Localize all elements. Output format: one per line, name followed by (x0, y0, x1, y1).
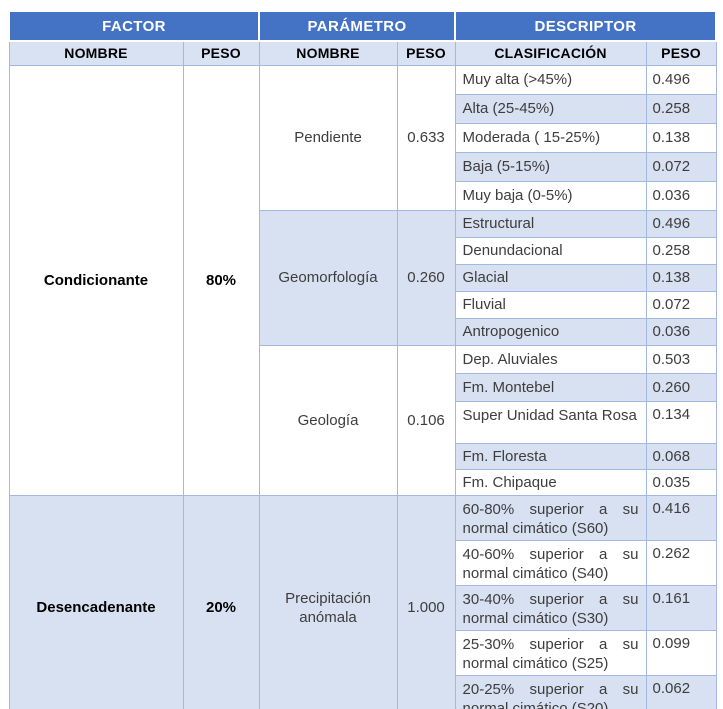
table-row: Condicionante 80% Pendiente 0.633 Muy al… (8, 64, 717, 496)
factor-parameter-descriptor-table: FACTOR PARÁMETRO DESCRIPTOR NOMBRE PESO … (7, 10, 718, 709)
classification-cell: Baja (5-15%) (454, 151, 647, 182)
classification-cell: Glacial (454, 263, 647, 292)
descriptor-peso-cell: 0.099 (645, 629, 717, 676)
classification-cell: Muy baja (0-5%) (454, 180, 647, 211)
descriptor-peso-cell: 0.496 (645, 209, 717, 238)
param-name-precipitacion: Precipitación anómala (258, 494, 398, 709)
classification-cell: Super Unidad Santa Rosa (454, 400, 647, 444)
classification-cell: 30-40% superior a su normal cimático (S3… (454, 584, 647, 631)
classification-cell: Fm. Montebel (454, 372, 647, 402)
descriptor-peso-cell: 0.072 (645, 151, 717, 182)
classification-cell: Dep. Aluviales (454, 344, 647, 374)
table-row: Super Unidad Santa Rosa 0.134 (9, 400, 717, 444)
col-factor-peso: PESO (182, 40, 260, 66)
classification-cell: Alta (25-45%) (454, 93, 647, 124)
header-descriptor: DESCRIPTOR (454, 10, 718, 42)
col-clasificacion: CLASIFICACIÓN (454, 40, 647, 66)
header-factor: FACTOR (7, 10, 261, 42)
col-factor-nombre: NOMBRE (8, 40, 184, 66)
classification-cell: Fluvial (454, 290, 647, 319)
param-name-geomorfologia: Geomorfología (258, 209, 398, 346)
descriptor-peso-cell: 0.062 (645, 674, 717, 709)
classification-cell: 40-60% superior a su normal cimático (S4… (454, 539, 647, 586)
table-row: Desencadenante 20% Precipitación anómala… (8, 494, 717, 709)
descriptor-peso-cell: 0.262 (645, 539, 717, 586)
classification-cell: 20-25% superior a su normal cimático (S2… (454, 674, 647, 709)
descriptor-peso-cell: 0.416 (645, 494, 717, 541)
classification-cell: Antropogenico (454, 317, 647, 346)
table-row: 40-60% superior a su normal cimático (S4… (9, 539, 717, 586)
factor-name-desencadenante: Desencadenante (8, 494, 184, 709)
descriptor-peso-cell: 0.138 (645, 263, 717, 292)
descriptor-peso-cell: 0.072 (645, 290, 717, 319)
descriptor-peso-cell: 0.161 (645, 584, 717, 631)
table-row: Muy baja (0-5%) 0.036 (9, 180, 717, 211)
col-descriptor-peso: PESO (645, 40, 717, 66)
table-row: Fm. Floresta 0.068 (9, 442, 717, 470)
classification-cell: Estructural (454, 209, 647, 238)
classification-cell: Fm. Chipaque (454, 468, 647, 496)
descriptor-peso-cell: 0.138 (645, 122, 717, 153)
param-peso-geomorfologia: 0.260 (396, 209, 456, 346)
factor-peso-condicionante: 80% (182, 64, 260, 496)
param-peso-pendiente: 0.633 (396, 64, 456, 211)
descriptor-peso-cell: 0.260 (645, 372, 717, 402)
table-row: Antropogenico 0.036 (9, 317, 717, 346)
descriptor-peso-cell: 0.036 (645, 180, 717, 211)
header-group-row: FACTOR PARÁMETRO DESCRIPTOR (7, 10, 718, 42)
param-name-geologia: Geología (258, 344, 398, 496)
descriptor-peso-cell: 0.496 (645, 64, 717, 95)
col-param-peso: PESO (396, 40, 456, 66)
factor-peso-desencadenante: 20% (182, 494, 260, 709)
descriptor-peso-cell: 0.036 (645, 317, 717, 346)
header-parametro: PARÁMETRO (258, 10, 457, 42)
table-row: Denundacional 0.258 (9, 236, 717, 265)
classification-cell: Fm. Floresta (454, 442, 647, 470)
table-row: 20-25% superior a su normal cimático (S2… (9, 674, 717, 709)
classification-cell: 60-80% superior a su normal cimático (S6… (454, 494, 647, 541)
table-row: Geología 0.106 Dep. Aluviales 0.503 (9, 344, 717, 496)
descriptor-peso-cell: 0.134 (645, 400, 717, 444)
col-param-nombre: NOMBRE (258, 40, 398, 66)
table-row: Fm. Montebel 0.260 (9, 372, 717, 402)
table-row: Fm. Chipaque 0.035 (9, 468, 717, 496)
param-peso-geologia: 0.106 (396, 344, 456, 496)
table-row: Glacial 0.138 (9, 263, 717, 292)
param-name-pendiente: Pendiente (258, 64, 398, 211)
classification-cell: Denundacional (454, 236, 647, 265)
table-row: Geomorfología 0.260 Estructural 0.496 (9, 209, 717, 346)
table-row: Baja (5-15%) 0.072 (9, 151, 717, 182)
param-peso-precipitacion: 1.000 (396, 494, 456, 709)
descriptor-peso-cell: 0.503 (645, 344, 717, 374)
table-row: Alta (25-45%) 0.258 (9, 93, 717, 124)
table-row: 25-30% superior a su normal cimático (S2… (9, 629, 717, 676)
header-column-row: NOMBRE PESO NOMBRE PESO CLASIFICACIÓN PE… (8, 40, 717, 66)
factor-name-condicionante: Condicionante (8, 64, 184, 496)
descriptor-peso-cell: 0.258 (645, 236, 717, 265)
classification-cell: Moderada ( 15-25%) (454, 122, 647, 153)
classification-cell: Muy alta (>45%) (454, 64, 647, 95)
classification-cell: 25-30% superior a su normal cimático (S2… (454, 629, 647, 676)
descriptor-peso-cell: 0.035 (645, 468, 717, 496)
descriptor-peso-cell: 0.068 (645, 442, 717, 470)
descriptor-peso-cell: 0.258 (645, 93, 717, 124)
